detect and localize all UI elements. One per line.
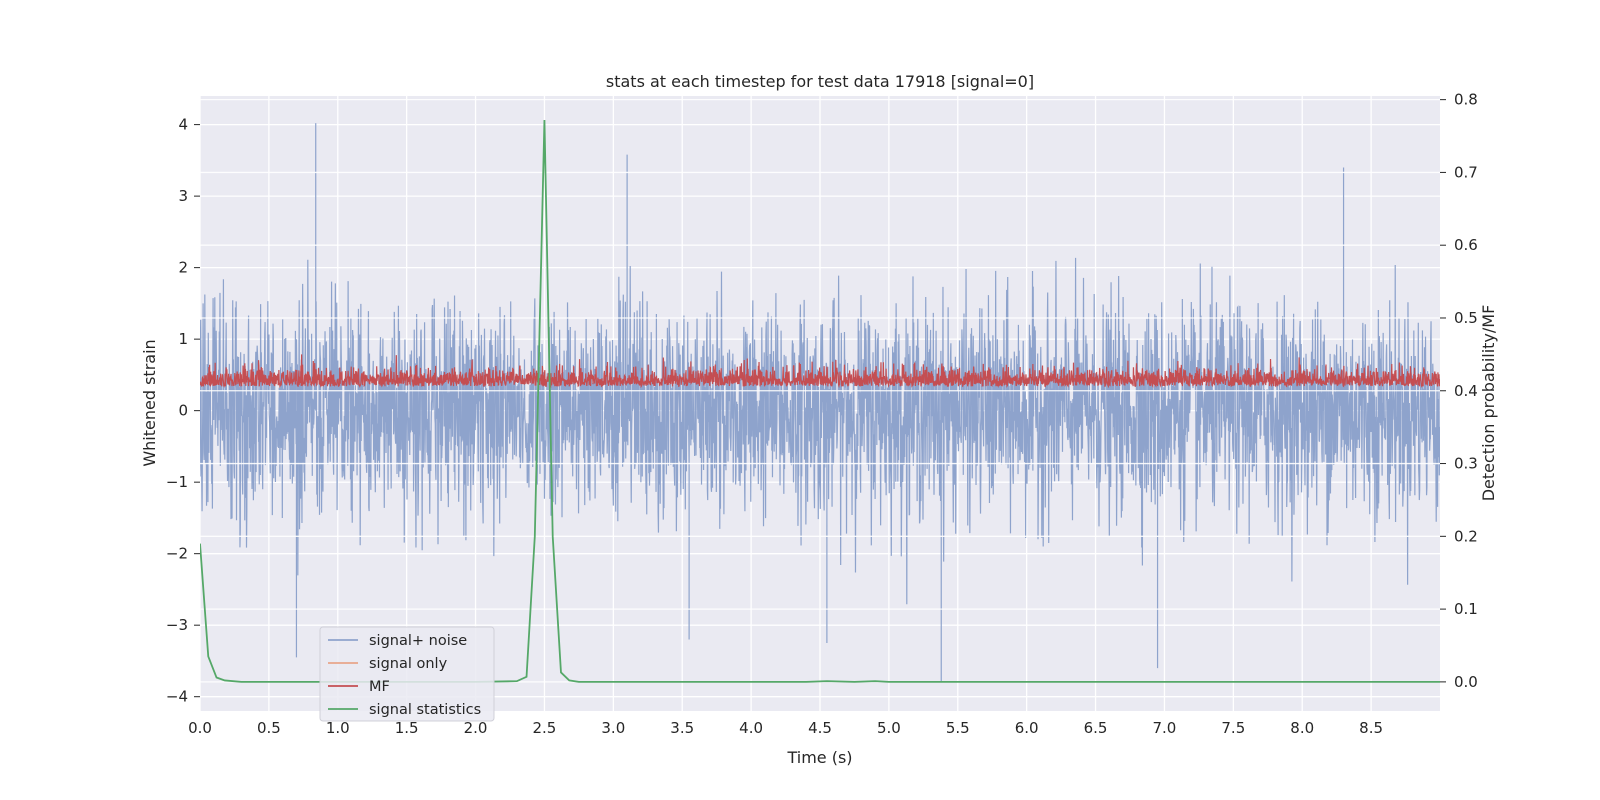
y-left-tick-label: −3 (166, 616, 188, 634)
y-left-tick-label: 1 (178, 330, 188, 348)
x-tick-label: 3.0 (601, 719, 625, 737)
x-tick-label: 7.0 (1153, 719, 1177, 737)
x-axis-label: Time (s) (786, 748, 852, 767)
x-tick-label: 0.0 (188, 719, 212, 737)
y-right-tick-label: 0.2 (1454, 527, 1478, 545)
legend-label-mf: MF (369, 679, 390, 695)
x-tick-label: 4.0 (739, 719, 763, 737)
y-left-tick-label: −1 (166, 473, 188, 491)
x-tick-label: 2.5 (533, 719, 557, 737)
y-left-tick-label: 3 (178, 187, 188, 205)
y-axis-left-label: Whitened strain (140, 339, 159, 466)
legend-label-signal-only: signal only (369, 656, 448, 672)
x-tick-label: 8.5 (1359, 719, 1383, 737)
series-signal-statistics (200, 119, 1440, 683)
y-axis-left-ticks: −4 −3 −2 −1 0 1 2 3 4 (166, 116, 200, 706)
x-tick-label: 0.5 (257, 719, 281, 737)
x-tick-label: 6.0 (1015, 719, 1039, 737)
x-tick-label: 5.5 (946, 719, 970, 737)
x-tick-label: 8.0 (1290, 719, 1314, 737)
x-tick-label: 4.5 (808, 719, 832, 737)
y-right-tick-label: 0.8 (1454, 91, 1478, 109)
legend: signal+ noise signal only MF signal stat… (319, 626, 495, 722)
y-left-tick-label: −2 (166, 545, 188, 563)
x-tick-label: 2.0 (464, 719, 488, 737)
y-axis-right-ticks: 0.0 0.1 0.2 0.3 0.4 0.5 0.6 0.7 0.8 (1440, 91, 1478, 691)
x-tick-label: 7.5 (1221, 719, 1245, 737)
series-mf (200, 354, 1440, 389)
y-right-tick-label: 0.6 (1454, 236, 1478, 254)
x-tick-label: 5.0 (877, 719, 901, 737)
y-right-tick-label: 0.3 (1454, 455, 1478, 473)
x-tick-label: 6.5 (1084, 719, 1108, 737)
legend-box (319, 626, 495, 722)
y-right-tick-label: 0.0 (1454, 673, 1478, 691)
chart-title: stats at each timestep for test data 179… (606, 72, 1034, 91)
legend-label-signal-noise: signal+ noise (369, 633, 467, 649)
y-right-tick-label: 0.4 (1454, 382, 1478, 400)
y-left-tick-label: 0 (178, 402, 188, 420)
x-tick-label: 1.0 (326, 719, 350, 737)
y-right-tick-label: 0.5 (1454, 309, 1478, 327)
y-right-tick-label: 0.1 (1454, 600, 1478, 618)
x-tick-label: 1.5 (395, 719, 419, 737)
x-tick-label: 3.5 (670, 719, 694, 737)
y-left-tick-label: 2 (178, 259, 188, 277)
x-axis-ticks: 0.0 0.5 1.0 1.5 2.0 2.5 3.0 3.5 4.0 4.5 5.0 5.5 6.0 6… (188, 719, 1383, 737)
y-right-tick-label: 0.7 (1454, 163, 1478, 181)
series-signal-noise (200, 123, 1440, 681)
y-axis-right-label: Detection probability/MF (1479, 305, 1498, 502)
y-left-tick-label: 4 (178, 116, 188, 134)
y-left-tick-label: −4 (166, 688, 188, 706)
legend-label-signal-statistics: signal statistics (369, 702, 481, 718)
